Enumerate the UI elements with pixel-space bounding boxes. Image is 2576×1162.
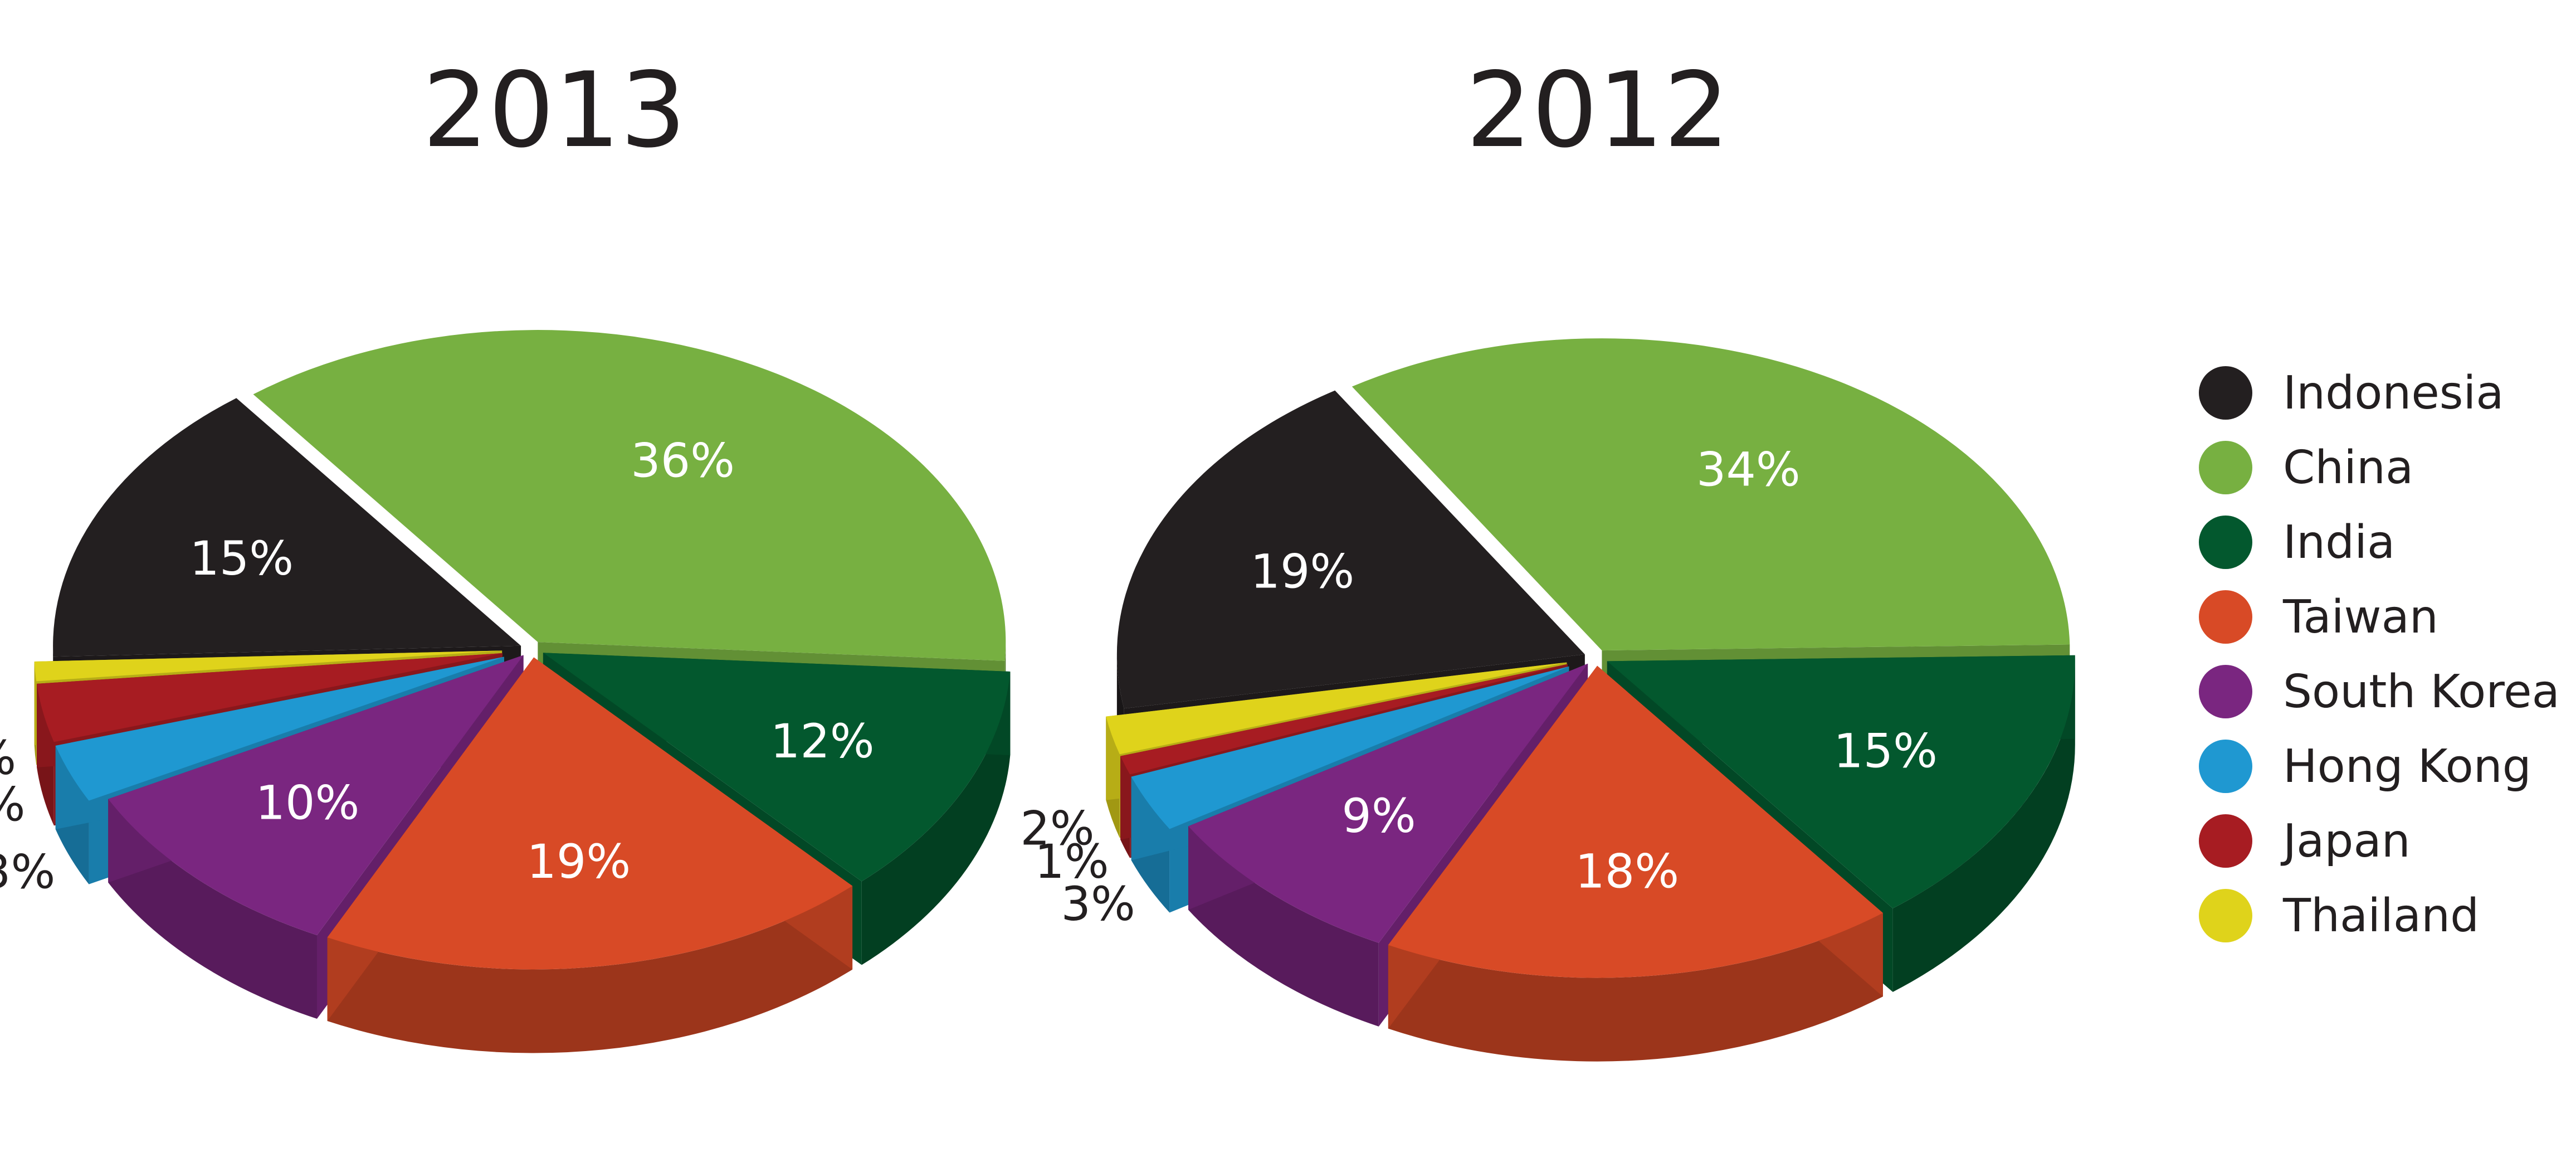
slice-label-india: 15%: [1833, 723, 1938, 778]
slice-label-taiwan: 19%: [526, 834, 631, 889]
pie-slice-top: [53, 398, 521, 657]
pie-slice-side: [1892, 661, 2075, 992]
legend-swatch: [2199, 590, 2252, 644]
pie-slice-side: [327, 886, 853, 1053]
legend: Indonesia China India Taiwan South Korea Hong…: [2199, 366, 2560, 942]
slice-label-indonesia: 15%: [189, 531, 294, 586]
legend-label: Hong Kong: [2283, 740, 2531, 793]
pie-slice-top: [37, 653, 503, 742]
pie-slice-taiwan: 18%: [1388, 665, 1883, 1062]
legend-swatch: [2199, 366, 2252, 420]
pie-slice-top: [1131, 666, 1569, 829]
pie-slice-top: [1188, 663, 1588, 943]
legend-label: South Korea: [2283, 665, 2560, 718]
slice-label-thailand: 1%: [0, 731, 16, 785]
slice-label-japan: 3%: [0, 777, 25, 832]
pie-slice-side: [861, 672, 1011, 965]
legend-label: Indonesia: [2283, 367, 2504, 420]
legend-swatch: [2199, 889, 2252, 942]
legend-swatch: [2199, 516, 2252, 569]
legend-item-china: China: [2199, 441, 2413, 494]
legend-swatch: [2199, 740, 2252, 793]
legend-item-thailand: Thailand: [2199, 889, 2479, 942]
legend-item-japan: Japan: [2199, 814, 2411, 868]
legend-label: Japan: [2280, 815, 2411, 868]
legend-item-india: India: [2199, 516, 2395, 569]
slice-label-hong-kong: 3%: [0, 844, 55, 899]
legend-label: India: [2283, 516, 2395, 569]
legend-label: Thailand: [2282, 889, 2479, 942]
slice-label-china: 36%: [631, 434, 735, 488]
pie-slice-top: [55, 657, 504, 801]
legend-item-taiwan: Taiwan: [2199, 590, 2438, 644]
pie-slice-taiwan: 19%: [327, 657, 853, 1053]
pie-slice-top: [1607, 655, 2075, 908]
slice-label-japan: 1%: [1035, 834, 1109, 889]
legend-swatch: [2199, 814, 2252, 868]
pie-2012: 34% 19% 2%1% 15% 3% 9% 18%: [1020, 338, 2075, 1062]
pie-slice-top: [253, 330, 1006, 661]
legend-item-hong-kong: Hong Kong: [2199, 740, 2531, 793]
legend-item-indonesia: Indonesia: [2199, 366, 2504, 420]
slice-label-hong-kong: 3%: [1061, 877, 1135, 931]
legend-label: China: [2283, 441, 2413, 494]
slice-label-india: 12%: [770, 714, 875, 769]
legend-item-south-korea: South Korea: [2199, 665, 2560, 718]
pie-slice-top: [34, 650, 502, 682]
pie-slice-top: [543, 653, 1011, 882]
pie-slice-top: [1352, 338, 2070, 651]
pie-slice-side: [1388, 913, 1883, 1062]
pie-slice-top: [1106, 662, 1567, 755]
legend-label: Taiwan: [2282, 591, 2438, 644]
pie-2013: 36%15%1%3%3%12%10%19%: [0, 330, 1011, 1053]
pie-slice-top: [327, 657, 853, 970]
slice-label-indonesia: 19%: [1251, 544, 1355, 599]
legend-swatch: [2199, 441, 2252, 494]
chart-title-2012: 2012: [1466, 50, 1729, 171]
pie-slice-top: [1388, 665, 1883, 978]
slice-label-china: 34%: [1696, 443, 1801, 497]
slice-label-thailand: 2%: [1020, 801, 1094, 856]
pie-slice-top: [1120, 664, 1568, 775]
pie-slice-top: [108, 655, 524, 936]
slice-label-south-korea: 10%: [256, 776, 360, 830]
legend-swatch: [2199, 665, 2252, 718]
slice-label-taiwan: 18%: [1575, 844, 1679, 898]
chart-title-2013: 2013: [422, 50, 686, 171]
slice-label-south-korea: 9%: [1341, 789, 1416, 843]
pie-slice-top: [1116, 390, 1585, 709]
